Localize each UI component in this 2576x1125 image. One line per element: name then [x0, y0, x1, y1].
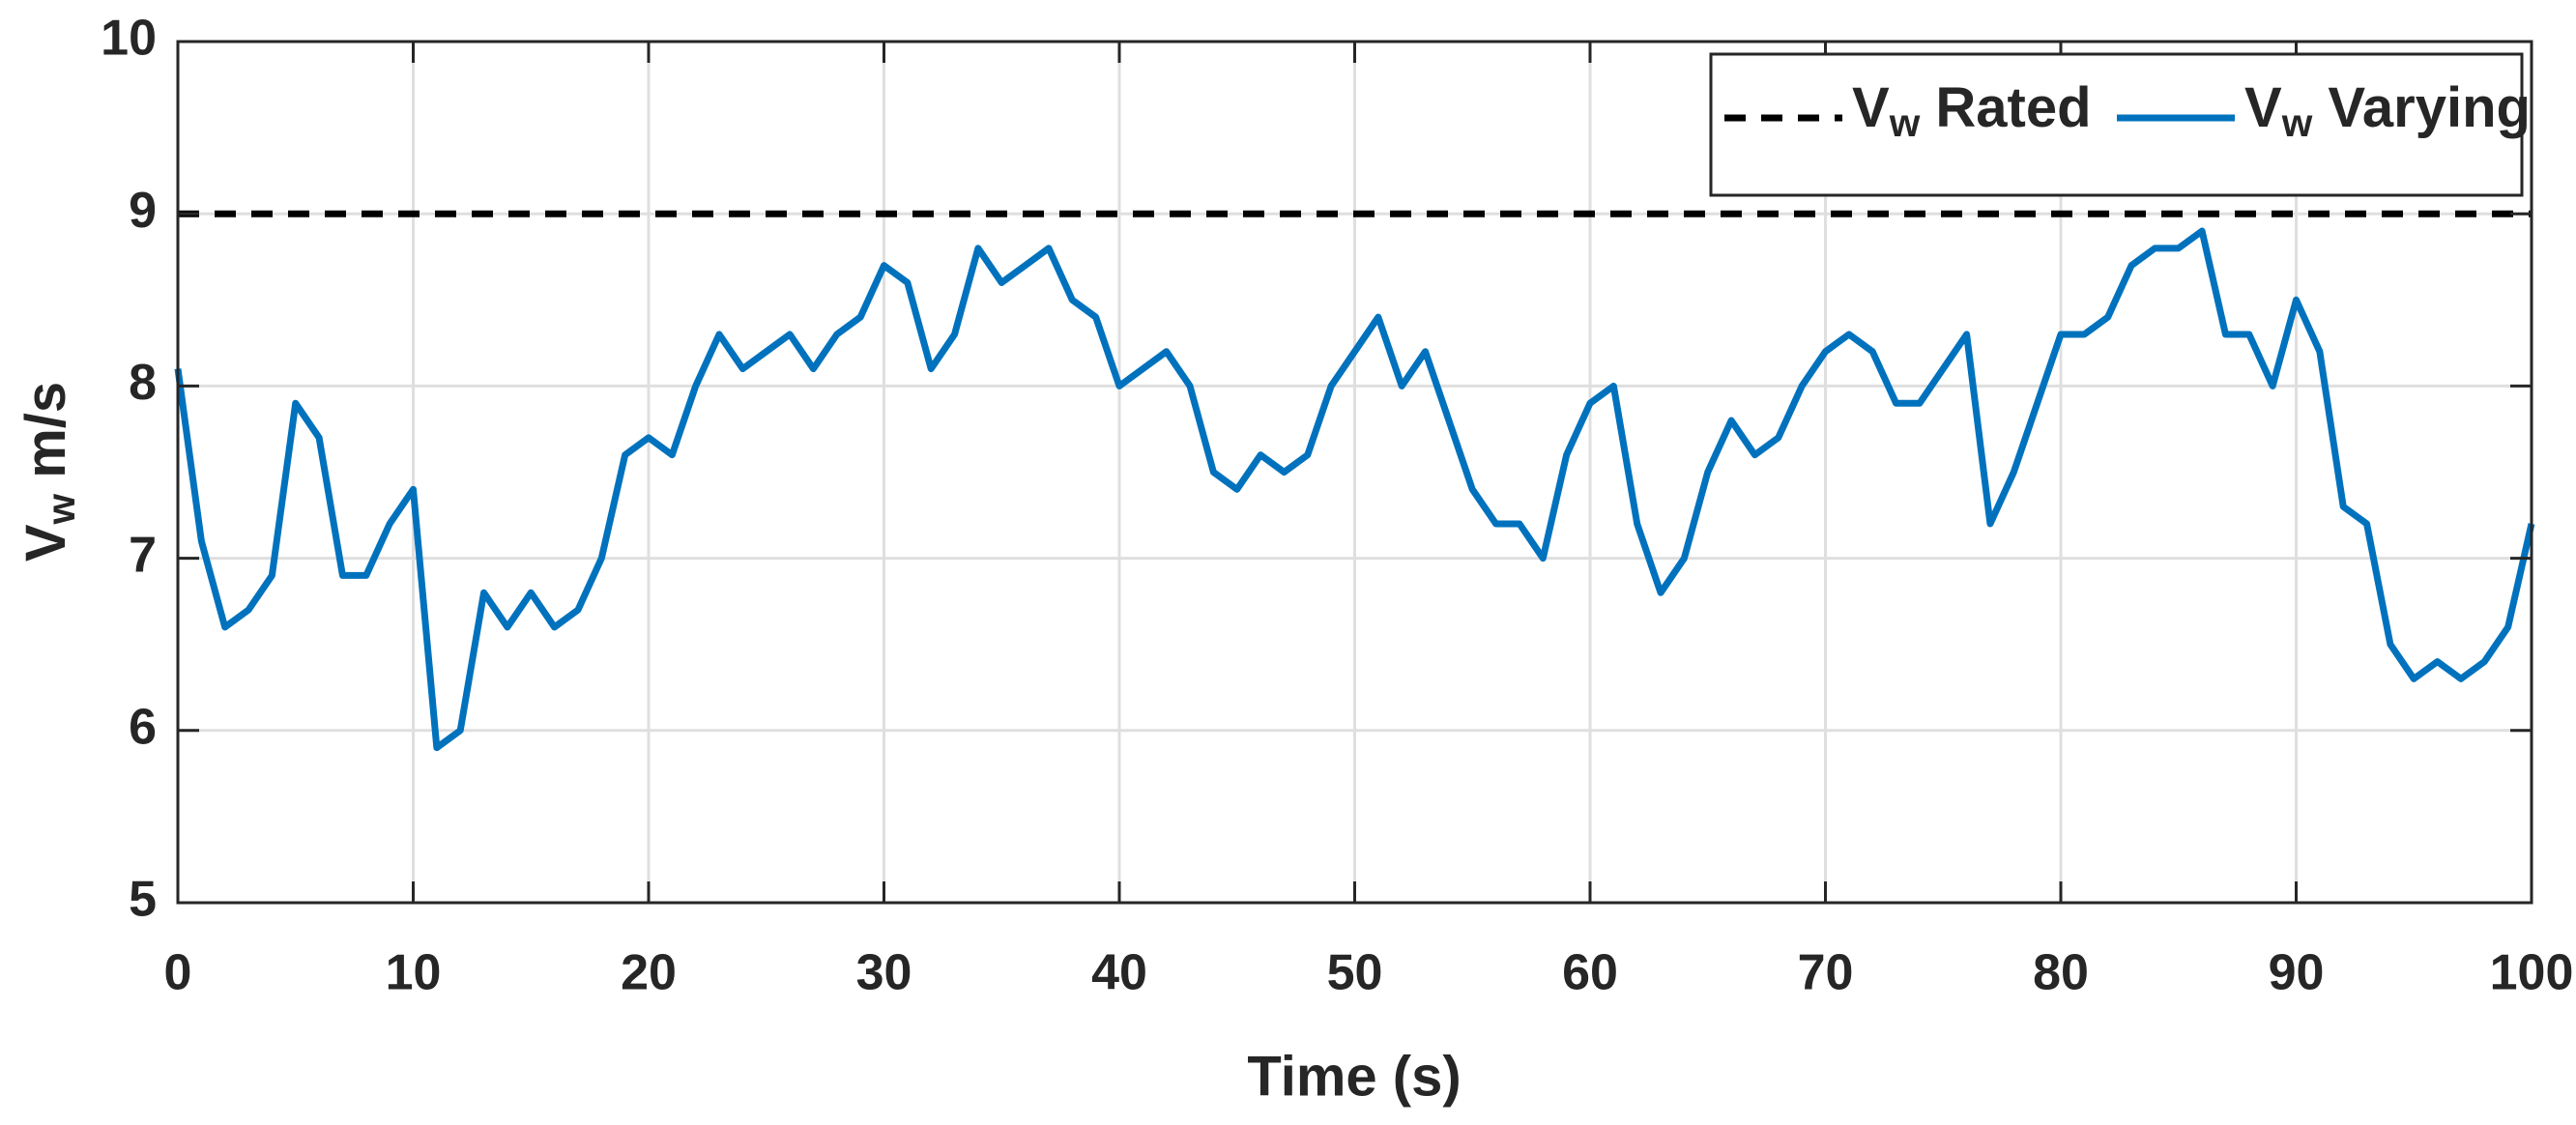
legend: Vw Rated Vw Varying — [1709, 52, 2531, 197]
y-tick-label: 5 — [129, 872, 157, 928]
y-tick-label: 7 — [129, 527, 157, 583]
x-tick-label: 20 — [621, 945, 677, 1001]
legend-label: Vw Varying — [2244, 76, 2531, 144]
y-tick-label: 6 — [129, 700, 157, 756]
x-tick-label: 60 — [1562, 945, 1618, 1001]
plot-lines — [174, 210, 2535, 752]
x-tick-label: 10 — [386, 945, 442, 1001]
x-tick-label: 70 — [1798, 945, 1854, 1001]
x-axis-label: Time (s) — [1247, 1045, 1461, 1108]
x-tick-label: 40 — [1091, 945, 1147, 1001]
x-tick-label: 80 — [2033, 945, 2089, 1001]
y-tick-label: 9 — [129, 183, 157, 239]
x-tick-label: 100 — [2490, 945, 2574, 1001]
x-tick-label: 90 — [2269, 945, 2325, 1001]
x-tick-label: 50 — [1327, 945, 1383, 1001]
ticks: 0 10 20 30 40 50 60 70 80 90 100 5 6 7 8 9 10 — [101, 11, 2573, 1001]
x-tick-label: 30 — [856, 945, 912, 1001]
y-tick-label: 8 — [129, 355, 157, 411]
y-axis-label: Vw m/s — [14, 382, 82, 562]
legend-box — [1709, 52, 2524, 197]
series-line — [174, 227, 2535, 752]
y-tick-label: 10 — [101, 11, 157, 67]
x-tick-label: 0 — [164, 945, 192, 1001]
legend-label: Vw Rated — [1852, 76, 2092, 144]
